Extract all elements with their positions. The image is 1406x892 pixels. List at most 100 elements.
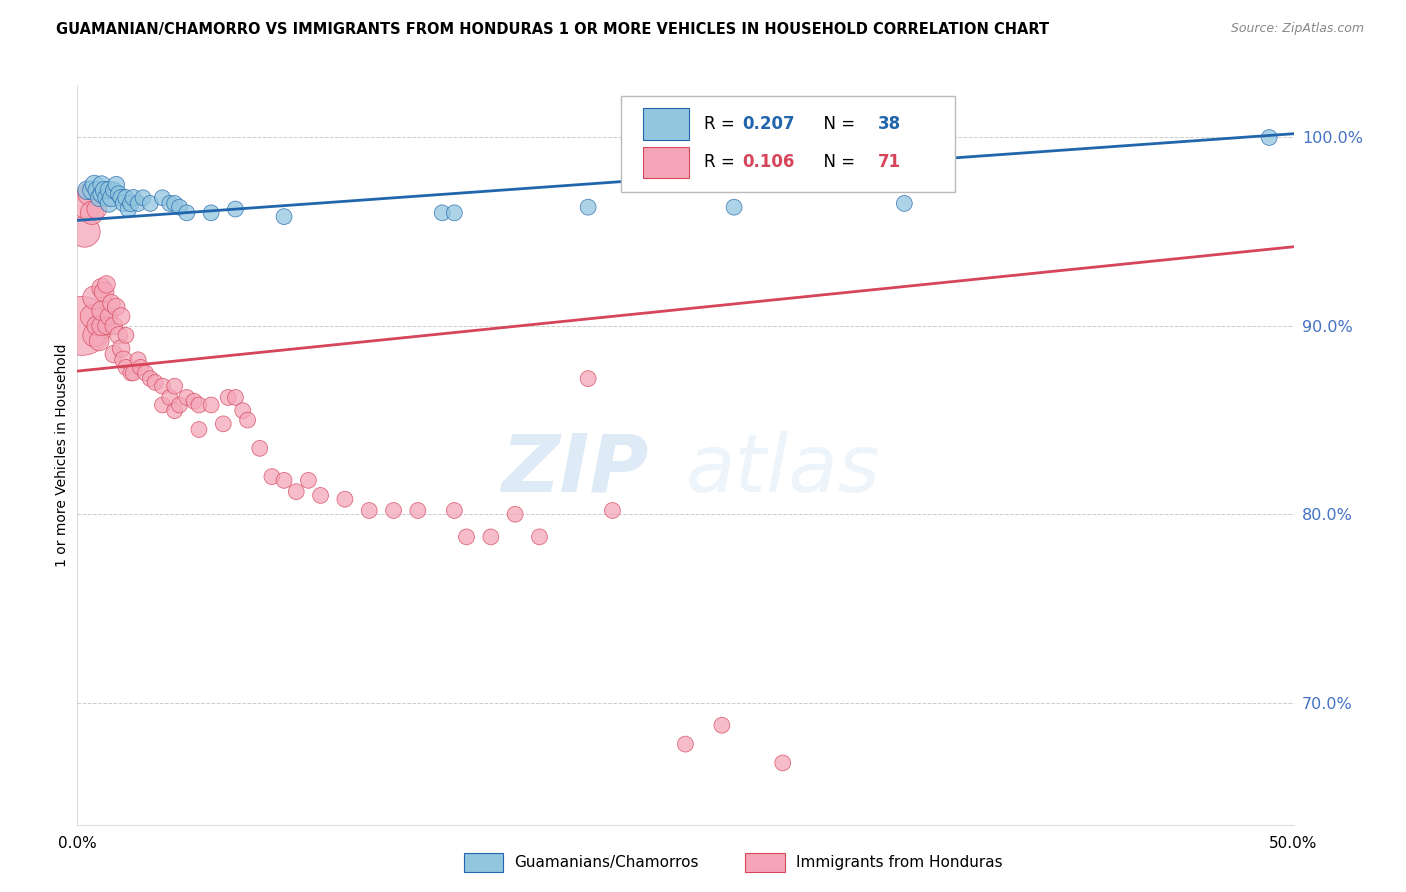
Point — [105, 178, 128, 192]
Point — [576, 200, 599, 214]
Point — [110, 342, 132, 356]
Text: atlas: atlas — [686, 431, 880, 508]
Point — [139, 196, 162, 211]
Point — [103, 183, 125, 197]
Point — [152, 191, 174, 205]
Text: Source: ZipAtlas.com: Source: ZipAtlas.com — [1230, 22, 1364, 36]
Point — [456, 530, 478, 544]
Y-axis label: 1 or more Vehicles in Household: 1 or more Vehicles in Household — [55, 343, 69, 566]
Point — [273, 474, 295, 488]
Text: N =: N = — [813, 153, 860, 171]
Point — [100, 296, 122, 310]
Point — [200, 206, 222, 220]
Point — [117, 202, 139, 216]
Point — [122, 366, 145, 380]
Point — [200, 398, 222, 412]
Text: 0.207: 0.207 — [742, 115, 796, 133]
Text: R =: R = — [703, 153, 740, 171]
Point — [86, 183, 108, 197]
Point — [115, 191, 138, 205]
Point — [139, 371, 162, 385]
Point — [105, 300, 128, 314]
Point — [90, 303, 112, 318]
Point — [163, 379, 186, 393]
Point — [143, 376, 166, 390]
Point — [100, 191, 122, 205]
Point — [93, 183, 115, 197]
Point — [430, 206, 453, 220]
Point — [224, 202, 246, 216]
Point — [80, 310, 103, 324]
Point — [285, 484, 308, 499]
Point — [443, 503, 465, 517]
Point — [188, 422, 211, 436]
Point — [115, 328, 138, 343]
FancyBboxPatch shape — [643, 109, 689, 139]
Point — [122, 191, 145, 205]
Point — [90, 318, 112, 333]
Point — [359, 503, 381, 517]
Point — [152, 398, 174, 412]
Text: R =: R = — [703, 115, 740, 133]
Point — [90, 186, 112, 201]
Point — [83, 291, 105, 305]
Point — [89, 191, 111, 205]
Point — [70, 318, 93, 333]
Point — [772, 756, 794, 770]
Point — [152, 379, 174, 393]
Point — [382, 503, 405, 517]
Point — [723, 200, 745, 214]
Point — [217, 391, 239, 405]
Point — [76, 196, 98, 211]
Point — [710, 718, 733, 732]
Point — [212, 417, 235, 431]
Point — [224, 391, 246, 405]
Point — [86, 318, 108, 333]
Point — [443, 206, 465, 220]
Point — [503, 508, 526, 522]
Point — [79, 186, 101, 201]
Point — [107, 186, 129, 201]
Text: 0.106: 0.106 — [742, 153, 794, 171]
Point — [602, 503, 624, 517]
Point — [97, 196, 120, 211]
Point — [120, 196, 142, 211]
Text: 71: 71 — [877, 153, 901, 171]
Point — [893, 196, 915, 211]
Point — [236, 413, 259, 427]
Point — [576, 371, 599, 385]
Point — [183, 394, 205, 409]
Point — [76, 183, 98, 197]
Point — [127, 196, 149, 211]
Point — [297, 474, 319, 488]
Point — [169, 200, 191, 214]
Text: 38: 38 — [877, 115, 901, 133]
Text: Immigrants from Honduras: Immigrants from Honduras — [796, 855, 1002, 870]
Point — [333, 492, 356, 507]
Point — [132, 191, 155, 205]
Point — [90, 178, 112, 192]
Point — [90, 281, 112, 295]
FancyBboxPatch shape — [643, 147, 689, 178]
Point — [86, 202, 108, 216]
Point — [97, 310, 120, 324]
Point — [96, 277, 118, 292]
Point — [115, 360, 138, 375]
Point — [96, 191, 118, 205]
Point — [169, 398, 191, 412]
Point — [96, 318, 118, 333]
Point — [529, 530, 551, 544]
Point — [83, 328, 105, 343]
Point — [260, 469, 283, 483]
Text: ZIP: ZIP — [502, 431, 650, 508]
Point — [134, 366, 156, 380]
FancyBboxPatch shape — [621, 95, 956, 192]
Point — [120, 366, 142, 380]
Point — [103, 318, 125, 333]
Point — [97, 183, 120, 197]
Point — [93, 285, 115, 299]
Point — [163, 403, 186, 417]
Point — [159, 196, 181, 211]
Point — [406, 503, 429, 517]
Point — [112, 352, 135, 367]
